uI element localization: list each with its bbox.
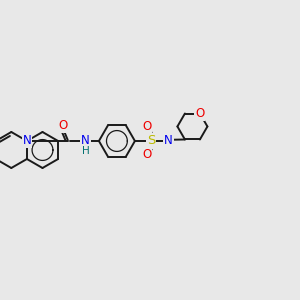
- Text: N: N: [164, 134, 173, 148]
- Text: O: O: [142, 148, 152, 161]
- Text: O: O: [58, 119, 68, 132]
- Text: O: O: [142, 121, 152, 134]
- Text: N: N: [81, 134, 90, 148]
- Text: S: S: [147, 134, 155, 148]
- Text: O: O: [195, 107, 205, 120]
- Text: N: N: [22, 134, 31, 148]
- Text: H: H: [82, 146, 89, 157]
